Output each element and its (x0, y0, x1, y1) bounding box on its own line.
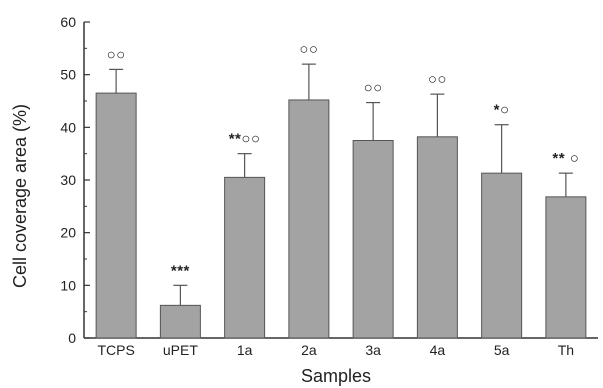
y-tick-label: 0 (68, 330, 76, 346)
bar-Th (545, 196, 587, 339)
bar-4a (416, 136, 458, 339)
y-tick-label: 10 (60, 277, 76, 293)
bars (95, 92, 587, 339)
bar-3a (352, 140, 394, 339)
annotation-TCPS: ○○ (107, 46, 126, 63)
annotation-2a: ○○ (299, 41, 318, 58)
x-tick-label: 5a (494, 342, 510, 358)
y-axis: 0 10 20 30 40 50 60 (60, 14, 90, 346)
x-ticks: TCPS uPET 1a 2a 3a 4a 5a Th (97, 333, 574, 358)
x-tick-label: 3a (365, 342, 381, 358)
annotation-3a: ○○ (364, 80, 383, 97)
y-tick-label: 30 (60, 172, 76, 188)
y-axis-label: Cell coverage area (%) (10, 104, 30, 288)
error-bars (109, 63, 573, 306)
bar-2a (288, 99, 330, 339)
annotation-uPET: *** (171, 262, 190, 279)
y-tick-label: 20 (60, 225, 76, 241)
y-tick-label: 60 (60, 14, 76, 30)
bar-TCPS (95, 92, 137, 339)
x-tick-label: 2a (301, 342, 317, 358)
x-tick-label: Th (558, 342, 574, 358)
bar-5a (481, 172, 523, 339)
x-tick-label: 1a (237, 342, 253, 358)
significance-annotations: ○○ *** **○○ ○○ ○○ ○○ *○ ** ○ (107, 41, 579, 279)
x-tick-label: uPET (163, 342, 198, 358)
annotation-4a: ○○ (428, 71, 447, 88)
annotation-Th: ** ○ (552, 150, 579, 167)
annotation-5a: *○ (494, 102, 510, 119)
x-tick-label: TCPS (97, 342, 134, 358)
bar-1a (224, 176, 266, 339)
y-tick-label: 50 (60, 67, 76, 83)
annotation-1a: **○○ (229, 131, 261, 148)
y-ticks: 0 10 20 30 40 50 60 (60, 14, 90, 346)
x-tick-label: 4a (430, 342, 446, 358)
x-axis-label: Samples (301, 366, 371, 386)
y-tick-label: 40 (60, 119, 76, 135)
bar-uPET (159, 304, 201, 339)
